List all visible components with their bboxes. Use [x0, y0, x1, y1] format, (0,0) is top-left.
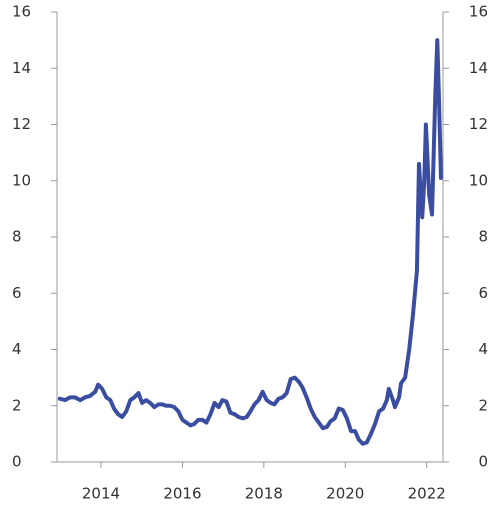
x-tick-label: 2016	[163, 485, 201, 503]
y2-tick-label: 6	[478, 284, 488, 302]
y-tick-label: 0	[12, 453, 22, 471]
y-tick-label: 12	[12, 115, 31, 133]
y2-tick-label: 8	[478, 228, 488, 246]
y-tick-label: 10	[12, 171, 31, 189]
x-tick-label: 2022	[408, 485, 446, 503]
y2-tick-label: 2	[478, 396, 488, 414]
y-tick-label: 14	[12, 59, 31, 77]
y-tick-label: 4	[12, 340, 22, 358]
y-tick-label: 8	[12, 228, 22, 246]
y2-tick-label: 4	[478, 340, 488, 358]
y2-tick-label: 12	[469, 115, 488, 133]
y-tick-label: 2	[12, 396, 22, 414]
y2-tick-label: 0	[478, 453, 488, 471]
line-series	[57, 38, 443, 446]
y2-tick-label: 16	[469, 3, 488, 21]
y-tick-label: 6	[12, 284, 22, 302]
x-tick-label: 2014	[82, 485, 120, 503]
y-tick-label: 16	[12, 3, 31, 21]
x-tick-label: 2018	[245, 485, 283, 503]
x-tick-label: 2020	[326, 485, 364, 503]
y2-tick-label: 14	[469, 59, 488, 77]
y2-tick-label: 10	[469, 171, 488, 189]
